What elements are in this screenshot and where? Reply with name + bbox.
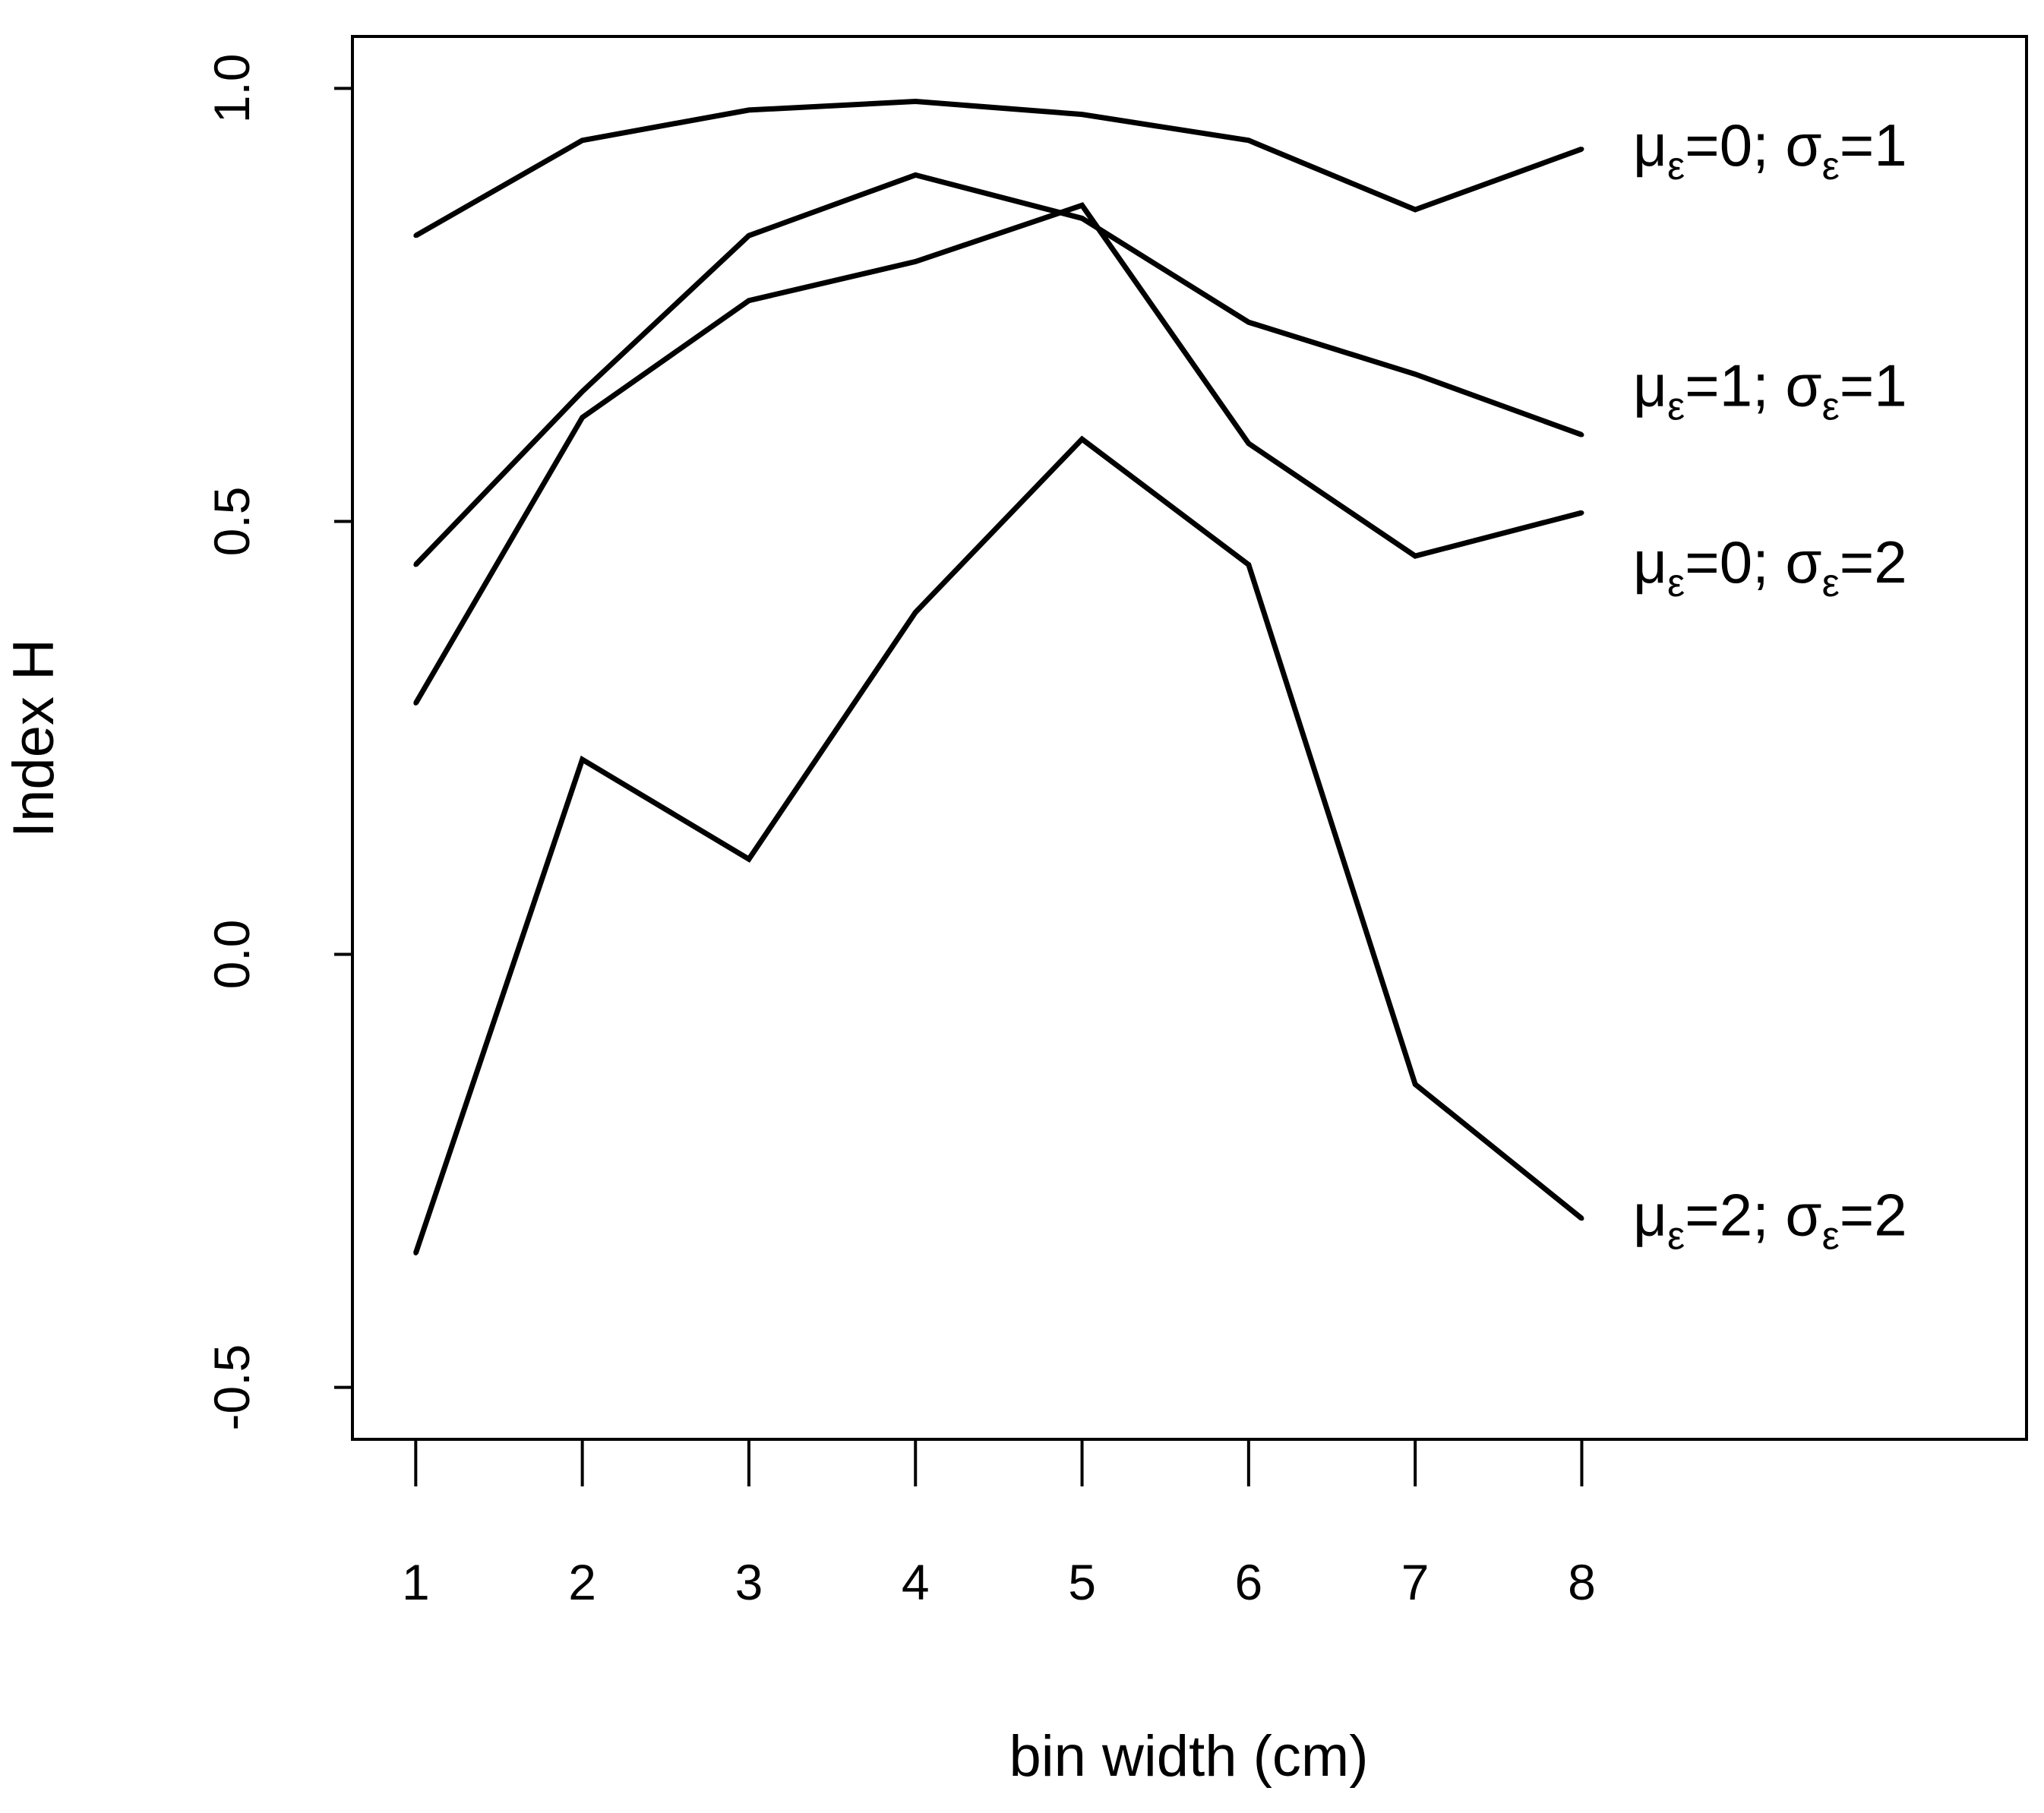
series-label-subscript: ε: [1822, 1214, 1840, 1258]
series-4-point: [1079, 437, 1085, 442]
series-3-point: [1246, 441, 1251, 446]
series-label-1: με=0; σε=1: [1633, 112, 1907, 188]
series-2-point: [1579, 432, 1584, 437]
x-tick-label: 1: [402, 1554, 430, 1610]
y-tick-label: 0.5: [204, 487, 260, 557]
series-label-text: =1: [1840, 112, 1907, 178]
series-label-text: μ: [1633, 352, 1667, 419]
series-2-point: [913, 172, 918, 178]
series-2-point: [1079, 216, 1085, 221]
series-4-point: [580, 757, 585, 763]
series-label-subscript: ε: [1822, 561, 1840, 605]
series-label-subscript: ε: [1667, 1214, 1685, 1258]
x-tick-label: 6: [1234, 1554, 1262, 1610]
series-line-2: [413, 172, 1583, 567]
y-axis: -0.5 0.0 0.5 1.0: [204, 54, 352, 1431]
series-2-point: [746, 233, 751, 238]
y-tick-label: 1.0: [204, 54, 260, 124]
series-label-text: =1; σ: [1685, 352, 1821, 419]
series-3-point: [580, 415, 585, 420]
series-label-subscript: ε: [1822, 384, 1840, 428]
series-2-point: [1246, 320, 1251, 325]
series-line-3: [413, 202, 1583, 705]
series-label-2: με=1; σε=1: [1633, 352, 1907, 428]
series-3-point: [1413, 554, 1418, 559]
series-label-text: μ: [1633, 1181, 1667, 1248]
series-label-subscript: ε: [1822, 144, 1840, 188]
series-1-point: [746, 107, 751, 112]
series-label-text: =2; σ: [1685, 1181, 1821, 1248]
series-label-text: =0; σ: [1685, 529, 1821, 595]
y-tick-label: -0.5: [204, 1344, 260, 1431]
series-4-point: [1413, 1082, 1418, 1087]
y-axis-title: Index H: [2, 639, 66, 838]
series-2-point: [1413, 371, 1418, 377]
series-4-point: [1246, 562, 1251, 567]
series-2-point: [413, 562, 419, 567]
series-1-point: [1079, 112, 1085, 117]
x-tick-label: 5: [1068, 1554, 1096, 1610]
series-label-text: =2: [1840, 529, 1907, 595]
series-4-point: [913, 610, 918, 615]
series-label-text: =1: [1840, 352, 1907, 419]
series-2-point: [580, 389, 585, 394]
x-tick-label: 2: [568, 1554, 596, 1610]
series-line-4: [413, 435, 1584, 1254]
series-label-subscript: ε: [1667, 561, 1685, 605]
series-4-point: [413, 1250, 419, 1256]
series-label-text: =2: [1840, 1181, 1907, 1248]
x-tick-label: 4: [902, 1554, 930, 1610]
series-label-text: μ: [1633, 529, 1667, 595]
series-3-point: [1579, 510, 1584, 516]
series-label-4: με=2; σε=2: [1633, 1181, 1907, 1258]
series-line-1: [414, 99, 1583, 238]
series-1-point: [580, 137, 585, 143]
series-4-point: [1579, 1216, 1584, 1221]
series-label-subscript: ε: [1667, 144, 1685, 188]
series-label-text: μ: [1633, 112, 1667, 178]
series-lines: [413, 99, 1584, 1256]
x-tick-label: 8: [1568, 1554, 1596, 1610]
series-3-point: [913, 259, 918, 264]
series-1-point: [1246, 137, 1251, 143]
series-1-point: [413, 233, 419, 238]
series-3-point: [1079, 203, 1085, 208]
x-axis-title: bin width (cm): [1009, 1724, 1369, 1789]
series-1-point: [1413, 207, 1418, 213]
x-tick-label: 7: [1401, 1554, 1430, 1610]
series-1-point: [1579, 147, 1584, 152]
x-axis: 1 2 3 4 5 6 7 8: [402, 1438, 1596, 1610]
x-tick-label: 3: [735, 1554, 763, 1610]
series-labels: με=0; σε=1με=1; σε=1με=0; σε=2με=2; σε=2: [1633, 112, 1907, 1258]
series-label-subscript: ε: [1667, 384, 1685, 428]
series-label-text: =0; σ: [1685, 112, 1821, 178]
series-3-point: [746, 298, 751, 303]
series-1-point: [913, 99, 918, 104]
series-4-point: [746, 857, 751, 862]
series-label-3: με=0; σε=2: [1633, 529, 1907, 605]
y-tick-label: 0.0: [204, 920, 260, 990]
series-3-point: [413, 700, 419, 706]
